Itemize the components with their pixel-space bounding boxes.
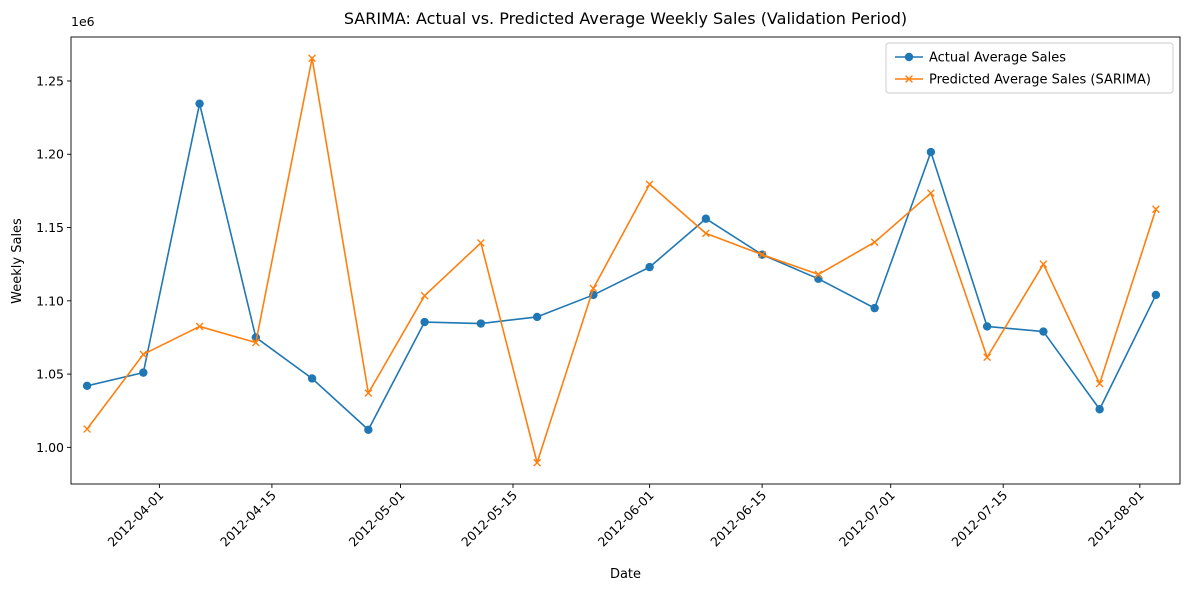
data-point-predicted <box>195 322 204 331</box>
y-axis-offset-label: 1e6 <box>71 14 95 29</box>
y-tick-label: 1.05 <box>36 367 64 382</box>
marker-stroke <box>814 270 823 279</box>
data-point-actual <box>1151 290 1161 300</box>
marker-stroke <box>589 284 598 293</box>
data-point-actual <box>476 319 486 328</box>
x-axis-label: Date <box>610 567 641 582</box>
legend-marker-x <box>905 75 913 83</box>
plot-frame <box>70 36 1181 485</box>
data-point-actual <box>195 99 204 108</box>
y-tick-label: 1.00 <box>36 440 64 455</box>
legend-label-1: Predicted Average Sales (SARIMA) <box>929 73 1151 88</box>
data-point-actual <box>701 214 711 223</box>
y-tick-label: 1.10 <box>36 293 64 308</box>
data-point-actual <box>982 322 992 331</box>
plot-area <box>71 37 1180 484</box>
marker-stroke <box>701 229 710 238</box>
marker-stroke <box>195 322 204 331</box>
y-axis-label: Weekly Sales <box>10 218 25 304</box>
data-point-predicted <box>83 425 91 433</box>
marker-stroke <box>758 250 767 259</box>
chart-title: SARIMA: Actual vs. Predicted Average Wee… <box>344 9 907 28</box>
marker-stroke <box>983 353 992 362</box>
data-point-actual <box>364 425 373 434</box>
marker-stroke <box>645 180 654 189</box>
data-point-predicted <box>1095 379 1104 388</box>
marker-stroke <box>1039 260 1048 269</box>
marker-stroke <box>308 54 316 63</box>
data-point-actual <box>1095 405 1104 414</box>
data-point-predicted <box>1039 260 1048 269</box>
marker-stroke <box>364 389 373 398</box>
y-axis: 1.00 1.05 1.10 1.15 1.20 1.25 <box>36 73 71 455</box>
data-point-predicted <box>476 239 485 247</box>
data-point-predicted <box>926 189 935 197</box>
data-point-predicted <box>983 353 992 362</box>
data-point-actual <box>307 374 317 383</box>
data-point-predicted <box>364 389 373 398</box>
data-point-predicted <box>533 458 541 467</box>
data-point-actual <box>1039 327 1048 336</box>
data-point-actual <box>82 381 92 391</box>
marker-stroke <box>870 238 879 247</box>
marker-stroke <box>1151 205 1160 214</box>
series-line-1 <box>86 57 1157 464</box>
marker-stroke <box>251 338 260 347</box>
legend: Actual Average Sales Predicted Average Sa… <box>885 42 1174 94</box>
marker-stroke <box>139 350 148 359</box>
series-line-0 <box>86 102 1157 431</box>
data-point-predicted <box>758 250 767 259</box>
data-point-predicted <box>701 229 710 238</box>
data-point-actual <box>926 147 936 157</box>
data-point-predicted <box>1151 205 1160 214</box>
legend-marker-circle <box>904 52 914 62</box>
y-tick-label: 1.15 <box>36 220 64 235</box>
data-point-predicted <box>308 54 316 63</box>
data-point-predicted <box>645 180 654 189</box>
data-point-predicted <box>870 238 879 247</box>
data-point-actual <box>532 312 542 322</box>
data-point-predicted <box>139 350 148 359</box>
marker-stroke <box>83 425 91 433</box>
legend-box <box>885 42 1174 94</box>
data-point-predicted <box>420 291 429 300</box>
series-layer <box>82 54 1161 467</box>
y-tick-label: 1.20 <box>36 147 64 162</box>
data-point-predicted <box>814 270 823 279</box>
data-point-actual <box>139 368 148 377</box>
data-point-actual <box>814 274 823 284</box>
y-tick-label: 1.25 <box>36 73 64 88</box>
data-point-predicted <box>589 284 598 293</box>
data-point-actual <box>870 303 879 313</box>
data-point-predicted <box>251 338 260 347</box>
marker-stroke <box>1095 379 1104 388</box>
marker-stroke <box>533 458 541 467</box>
marker-stroke <box>420 291 429 300</box>
legend-label-0: Actual Average Sales <box>929 51 1066 66</box>
data-point-actual <box>420 317 429 327</box>
marker-stroke <box>926 189 935 197</box>
marker-stroke <box>905 75 913 83</box>
data-point-actual <box>645 262 654 272</box>
marker-stroke <box>476 239 485 247</box>
